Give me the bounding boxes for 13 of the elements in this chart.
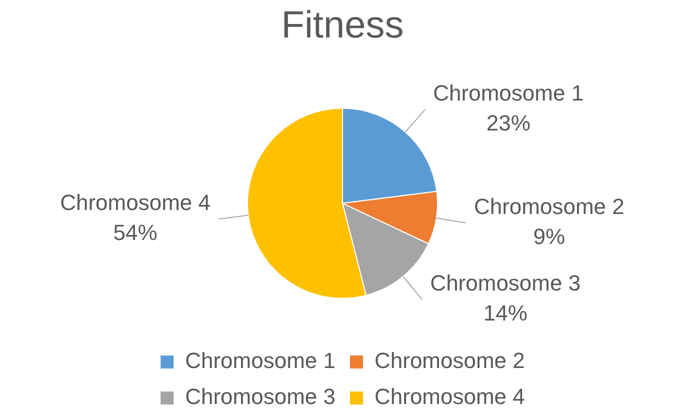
slice-label: Chromosome 3 (430, 270, 581, 296)
data-label: 9% (533, 224, 566, 249)
legend-label: Chromosome 2 (374, 348, 525, 374)
data-label: 14% (483, 300, 528, 326)
legend-label: Chromosome 4 (374, 384, 525, 410)
legend-label: Chromosome 1 (185, 348, 336, 374)
slice-label: Chromosome 4 (60, 190, 210, 216)
chart-title: Fitness (281, 4, 404, 46)
slice-label: Chromosome 1 (433, 80, 584, 106)
data-label: 23% (486, 110, 530, 136)
data-label: 54% (113, 220, 158, 246)
legend-label: Chromosome 3 (185, 384, 336, 410)
slice-label: Chromosome 2 (474, 194, 624, 219)
